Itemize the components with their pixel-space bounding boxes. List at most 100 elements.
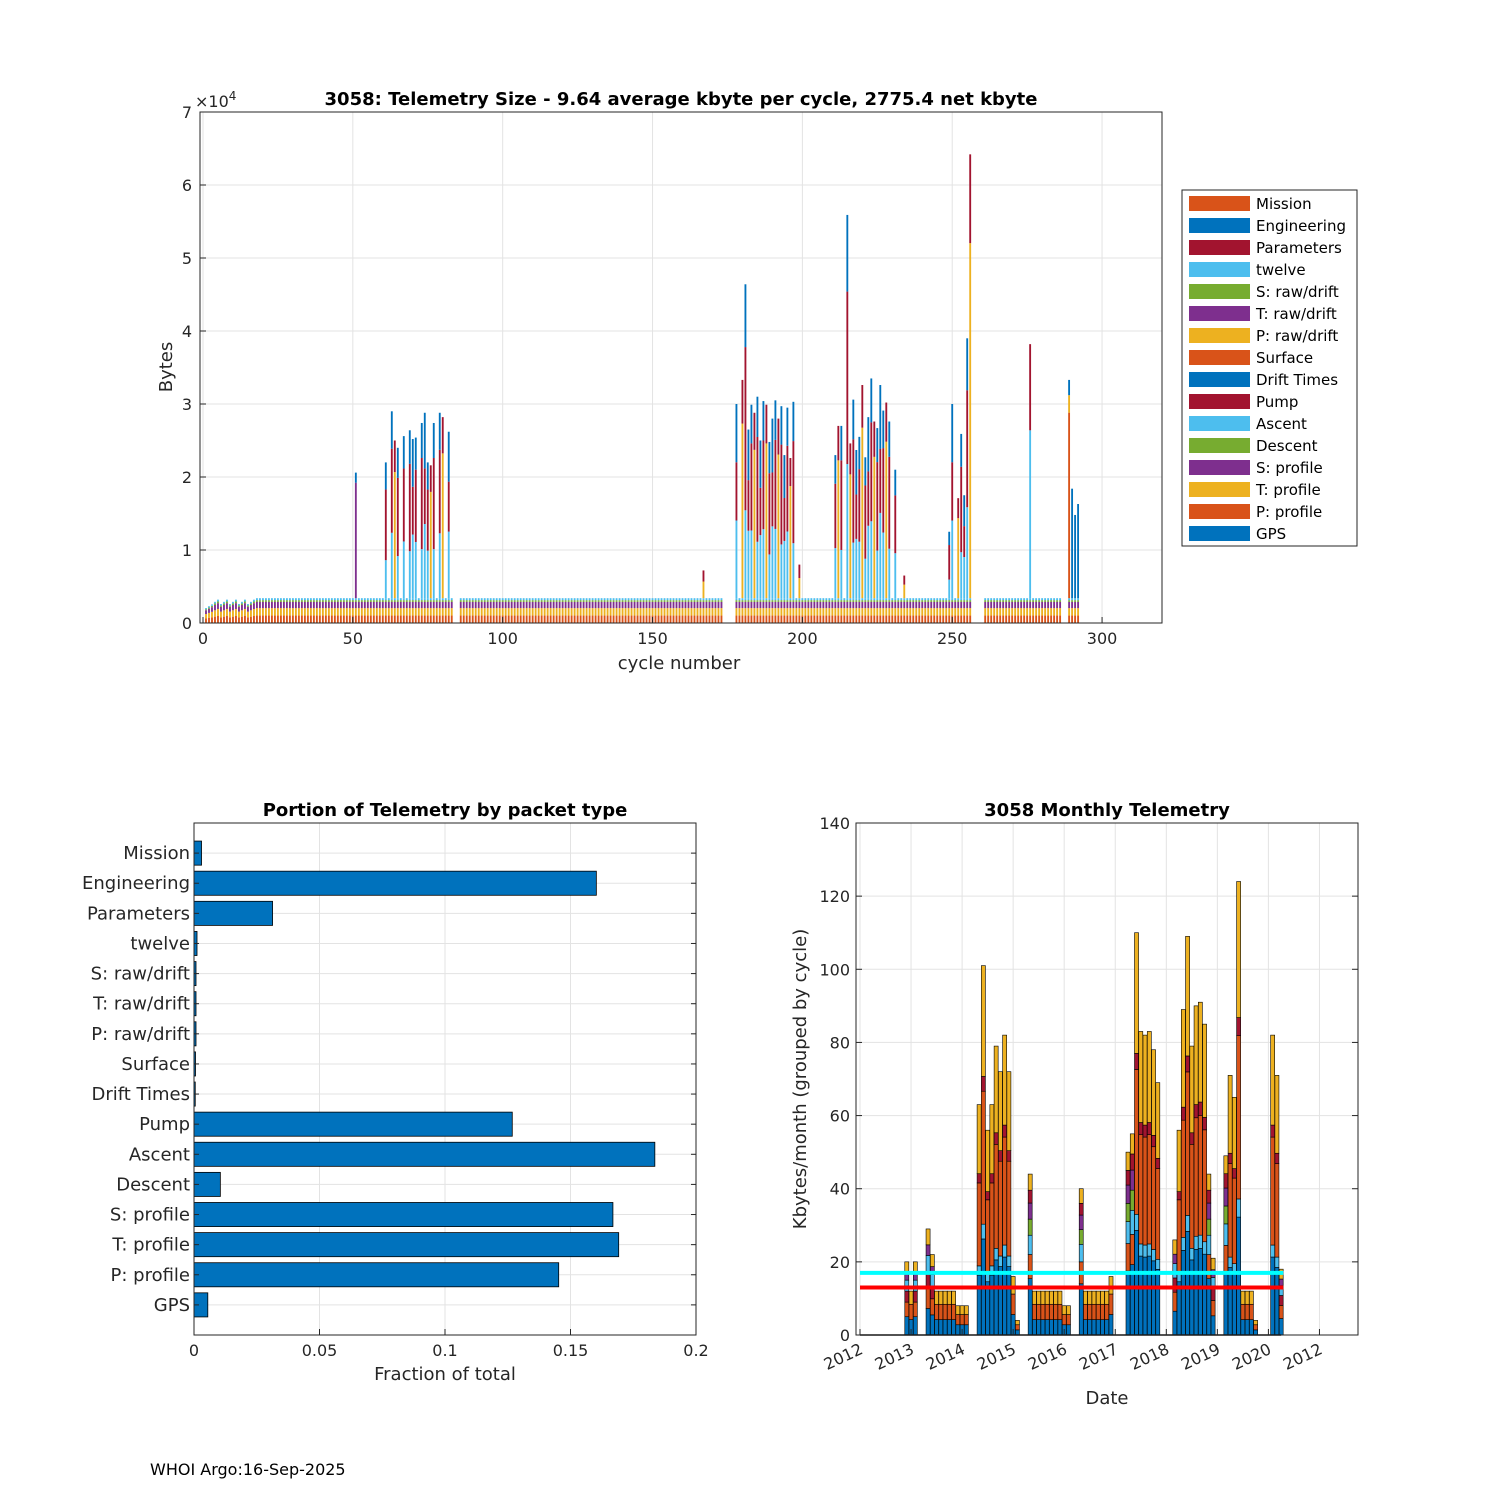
telemetry-bar-segment: [684, 608, 687, 616]
monthly-bar-segment: [964, 1324, 969, 1336]
telemetry-bar-segment: [229, 606, 231, 612]
telemetry-bar-segment: [567, 598, 570, 601]
monthly-bar-segment: [1125, 1170, 1131, 1186]
telemetry-bar-segment: [259, 601, 261, 609]
telemetry-bar-segment: [756, 396, 759, 437]
telemetry-bar-segment: [489, 615, 492, 623]
telemetry-bar-segment: [211, 605, 213, 608]
telemetry-bar-segment: [498, 615, 501, 623]
telemetry-bar-segment: [747, 608, 750, 616]
telemetry-bar-segment: [432, 615, 435, 623]
telemetry-bar-segment: [276, 608, 279, 616]
monthly-bar-segment: [1223, 1173, 1229, 1189]
telemetry-bar-segment: [474, 615, 477, 623]
top-plot-area: [200, 112, 1162, 623]
telemetry-bar-segment: [447, 615, 450, 623]
telemetry-bar-segment: [1074, 514, 1077, 599]
telemetry-bar-segment: [1014, 600, 1017, 602]
legend-swatch: [1189, 240, 1250, 255]
telemetry-bar-segment: [882, 532, 885, 599]
monthly-bar-segment: [1006, 1071, 1012, 1151]
telemetry-bar-segment: [804, 600, 807, 602]
telemetry-bar-segment: [462, 600, 465, 602]
telemetry-bar-segment: [408, 615, 411, 623]
legend-entry: S: profile: [1256, 459, 1323, 477]
telemetry-bar-segment: [831, 601, 834, 609]
telemetry-bar-segment: [735, 600, 738, 602]
monthly-bar-segment: [1249, 1303, 1254, 1320]
monthly-bar-segment: [1146, 1255, 1152, 1336]
telemetry-bar-segment: [507, 608, 510, 616]
telemetry-bar-segment: [642, 598, 645, 601]
telemetry-bar-segment: [567, 600, 570, 602]
telemetry-bar-segment: [966, 598, 969, 601]
telemetry-bar-segment: [741, 608, 744, 616]
telemetry-bar-segment: [798, 598, 801, 601]
telemetry-bar-segment: [495, 598, 498, 601]
telemetry-bar-segment: [750, 608, 753, 616]
telemetry-bar-segment: [903, 615, 906, 623]
telemetry-bar-segment: [363, 615, 366, 623]
monthly-bar-segment: [1138, 1255, 1144, 1336]
telemetry-bar-segment: [1020, 598, 1023, 601]
monthly-bar-segment: [1104, 1290, 1110, 1305]
telemetry-bar-segment: [957, 608, 960, 616]
telemetry-bar-segment: [840, 598, 843, 601]
telemetry-bar-segment: [876, 462, 879, 551]
telemetry-bar-segment: [795, 600, 798, 602]
bl-category-label: Drift Times: [92, 1084, 191, 1105]
monthly-bar-segment: [912, 1316, 918, 1336]
telemetry-bar-segment: [282, 600, 285, 602]
telemetry-bar-segment: [585, 608, 588, 616]
telemetry-bar-segment: [360, 608, 363, 616]
telemetry-bar-segment: [384, 560, 387, 599]
telemetry-bar-segment: [783, 615, 786, 623]
telemetry-bar-segment: [223, 601, 225, 604]
telemetry-bar-segment: [408, 600, 411, 602]
monthly-bar-segment: [1053, 1303, 1059, 1320]
telemetry-bar-segment: [420, 608, 423, 616]
telemetry-bar-segment: [660, 601, 663, 609]
telemetry-bar-segment: [834, 455, 837, 484]
monthly-bar-segment: [1125, 1243, 1131, 1272]
telemetry-bar-segment: [291, 615, 294, 623]
telemetry-bar-segment: [888, 456, 891, 549]
telemetry-bar-segment: [387, 598, 390, 601]
telemetry-bar-segment: [417, 615, 420, 623]
telemetry-bar-segment: [621, 598, 624, 601]
telemetry-bar-segment: [906, 598, 909, 601]
br-ytick-label: 60: [830, 1107, 850, 1126]
telemetry-bar-segment: [819, 601, 822, 609]
monthly-bar-segment: [1278, 1305, 1284, 1319]
monthly-bar-segment: [1032, 1290, 1037, 1305]
telemetry-bar-segment: [405, 601, 408, 609]
telemetry-bar-segment: [1038, 615, 1041, 623]
telemetry-bar-segment: [387, 601, 390, 609]
top-xtick-label: 0: [198, 629, 208, 648]
telemetry-bar-segment: [441, 600, 444, 602]
telemetry-bar-segment: [813, 598, 816, 601]
monthly-bar-segment: [1078, 1188, 1084, 1204]
telemetry-bar-segment: [675, 600, 678, 602]
telemetry-bar-segment: [462, 601, 465, 609]
telemetry-bar-segment: [402, 608, 405, 616]
telemetry-bar-segment: [864, 598, 867, 601]
telemetry-bar-segment: [876, 608, 879, 616]
legend-entry: Pump: [1256, 393, 1298, 411]
telemetry-bar-segment: [969, 615, 972, 623]
telemetry-bar-segment: [951, 608, 954, 616]
telemetry-bar-segment: [348, 615, 351, 623]
telemetry-bar-segment: [1020, 608, 1023, 616]
telemetry-bar-segment: [366, 608, 369, 616]
monthly-bar-segment: [1185, 1215, 1190, 1232]
telemetry-bar-segment: [306, 601, 309, 609]
telemetry-bar-segment: [909, 598, 912, 601]
telemetry-bar-segment: [378, 615, 381, 623]
telemetry-bar-segment: [324, 615, 327, 623]
telemetry-bar-segment: [1044, 615, 1047, 623]
telemetry-bar-segment: [894, 600, 897, 602]
telemetry-bar-segment: [624, 601, 627, 609]
telemetry-bar-segment: [360, 600, 363, 602]
telemetry-bar-segment: [1008, 601, 1011, 609]
monthly-bar-segment: [930, 1274, 935, 1288]
